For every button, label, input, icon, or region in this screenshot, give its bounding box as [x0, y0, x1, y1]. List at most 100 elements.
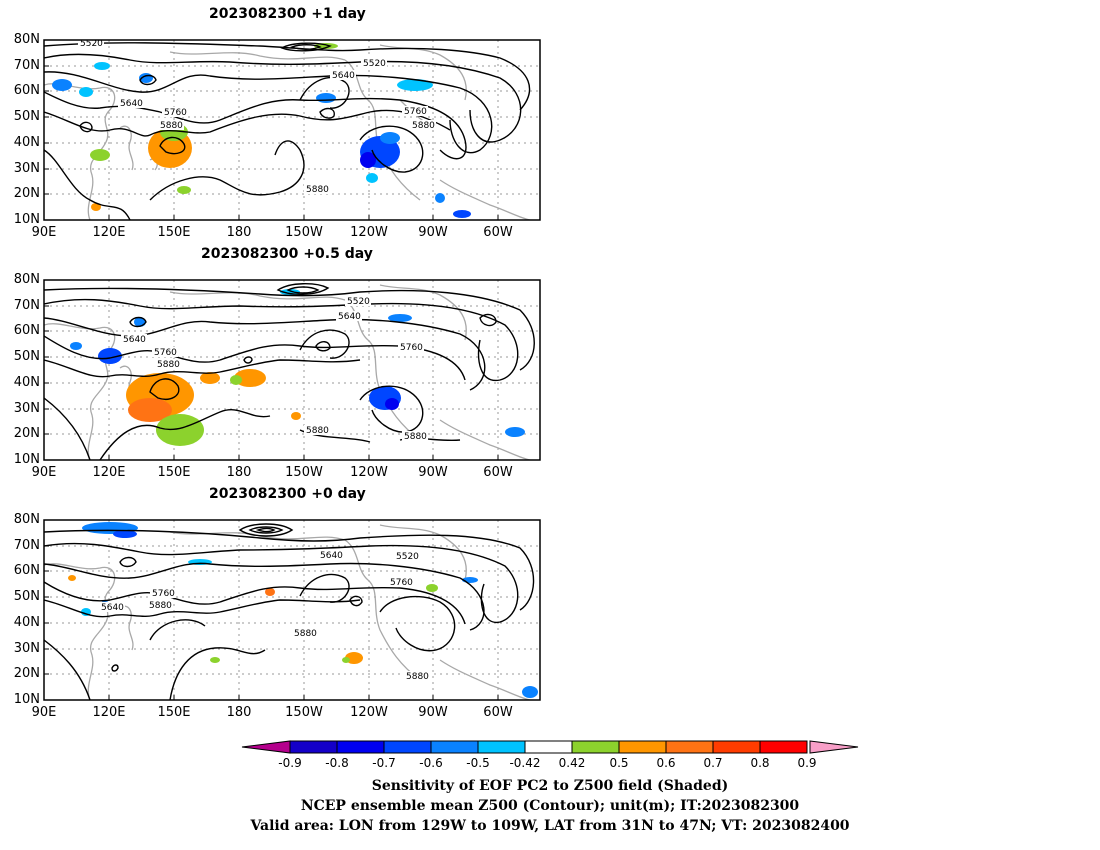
- lon-label: 180: [226, 465, 252, 480]
- lat-label: 20N: [13, 186, 40, 201]
- caption-line-1: Sensitivity of EOF PC2 to Z500 field (Sh…: [371, 778, 729, 794]
- lon-label: 150E: [157, 465, 191, 480]
- contour-label-1-2: 5640: [120, 99, 143, 109]
- lon-label: 150E: [157, 705, 191, 720]
- contour-label-1-9: 5880: [306, 185, 329, 195]
- lat-label: 30N: [13, 641, 40, 656]
- lat-label: 30N: [13, 401, 40, 416]
- lat-label: 50N: [13, 109, 40, 124]
- lon-label: 150W: [285, 465, 323, 480]
- lat-label: 60N: [13, 563, 40, 578]
- lon-label: 120E: [92, 225, 126, 240]
- panel-title-2: 2023082300 +0.5 day: [201, 246, 373, 262]
- lon-label: 90E: [31, 705, 57, 720]
- contour-label-3-3: 5760: [390, 578, 413, 588]
- caption-line-2: NCEP ensemble mean Z500 (Contour); unit(…: [300, 798, 800, 814]
- colorbar-bin: [477, 740, 526, 754]
- colorbar-bin: [712, 740, 761, 754]
- lon-label: 150W: [285, 705, 323, 720]
- panel-title-1: 2023082300 +1 day: [209, 6, 366, 22]
- colorbar-tick-label: -0.9: [278, 756, 302, 770]
- contour-label-1-4: 5640: [332, 71, 355, 81]
- lat-label: 80N: [13, 512, 40, 527]
- lon-label: 120W: [350, 465, 388, 480]
- lat-label: 40N: [13, 135, 40, 150]
- colorbar-tick-label: -0.6: [419, 756, 443, 770]
- colorbar-tick-label: 0.8: [750, 756, 770, 770]
- lat-label: 10N: [13, 212, 40, 227]
- lat-label: 70N: [13, 538, 40, 553]
- lon-label: 120W: [350, 705, 388, 720]
- contour-label-2-4: 5760: [154, 348, 177, 358]
- contour-label-2-2: 5640: [338, 312, 361, 322]
- lat-label: 20N: [13, 426, 40, 441]
- lat-label: 10N: [13, 452, 40, 467]
- contour-label-3-4: 5760: [152, 589, 175, 599]
- contour-label-3-1: 5640: [320, 551, 343, 561]
- map-panel-3: 5640 5520 5760 5760 5640 5880 5880 5880: [43, 519, 541, 701]
- colorbar-bin: [383, 740, 432, 754]
- colorbar-tick-label: 0.9: [797, 756, 817, 770]
- colorbar-tick-label: 0.6: [656, 756, 676, 770]
- lon-label: 60W: [483, 225, 513, 240]
- z500-contours-1: [44, 42, 531, 220]
- map-panel-1: 5520 5640 5520 5640 5760 5880 5760 5880 …: [43, 39, 541, 221]
- contour-label-2-7: 5880: [306, 426, 329, 436]
- colorbar-bin: [336, 740, 385, 754]
- contour-label-2-1: 5520: [347, 297, 370, 307]
- contour-label-1-7: 5760: [404, 107, 427, 117]
- lat-label: 60N: [13, 323, 40, 338]
- lon-label: 150W: [285, 225, 323, 240]
- coastline-2: [44, 284, 531, 460]
- lat-label: 30N: [13, 161, 40, 176]
- colorbar-bin: [289, 740, 338, 754]
- colorbar-bin: [618, 740, 667, 754]
- lat-label: 60N: [13, 83, 40, 98]
- lon-label: 150E: [157, 225, 191, 240]
- z500-contours-3: [44, 523, 535, 700]
- caption-line-3: Valid area: LON from 129W to 109W, LAT f…: [250, 818, 850, 834]
- lon-label: 180: [226, 705, 252, 720]
- contour-label-3-8: 5880: [406, 672, 429, 682]
- map-panel-2: 5520 5640 5640 5760 5880 5760 5880 5880: [43, 279, 541, 461]
- lon-label: 120E: [92, 465, 126, 480]
- lat-label: 10N: [13, 692, 40, 707]
- contour-label-2-6: 5760: [400, 343, 423, 353]
- lat-label: 70N: [13, 58, 40, 73]
- colorbar-bin: [524, 740, 573, 754]
- lon-label: 90W: [418, 465, 448, 480]
- contour-label-1-1: 5520: [80, 39, 103, 49]
- colorbar-tick-label: -0.5: [466, 756, 490, 770]
- contour-label-2-3: 5640: [123, 335, 146, 345]
- lat-label: 40N: [13, 375, 40, 390]
- lat-label: 20N: [13, 666, 40, 681]
- lon-label: 90E: [31, 225, 57, 240]
- contour-label-3-5: 5640: [101, 603, 124, 613]
- colorbar-low-triangle: [241, 740, 291, 754]
- lon-label: 180: [226, 225, 252, 240]
- lat-label: 50N: [13, 589, 40, 604]
- contour-label-3-2: 5520: [396, 552, 419, 562]
- lon-label: 90W: [418, 225, 448, 240]
- colorbar-tick-label: 0.42: [558, 756, 586, 770]
- lon-label: 90E: [31, 465, 57, 480]
- contour-label-2-8: 5880: [404, 432, 427, 442]
- colorbar-tick-label: -0.8: [325, 756, 349, 770]
- lon-label: 90W: [418, 705, 448, 720]
- colorbar-bin: [571, 740, 620, 754]
- contour-label-3-6: 5880: [149, 601, 172, 611]
- lon-label: 120W: [350, 225, 388, 240]
- contour-label-1-3: 5520: [363, 59, 386, 69]
- colorbar-tick-label: 0.5: [609, 756, 629, 770]
- colorbar-tick-label: -0.7: [372, 756, 396, 770]
- contour-label-3-7: 5880: [294, 629, 317, 639]
- lat-label: 70N: [13, 298, 40, 313]
- colorbar-high-triangle: [809, 740, 859, 754]
- lon-label: 60W: [483, 705, 513, 720]
- colorbar-bin: [759, 740, 808, 754]
- contour-label-1-5: 5760: [164, 108, 187, 118]
- contour-label-2-5: 5880: [157, 360, 180, 370]
- coastline-1: [44, 44, 531, 220]
- contour-label-1-8: 5880: [412, 121, 435, 131]
